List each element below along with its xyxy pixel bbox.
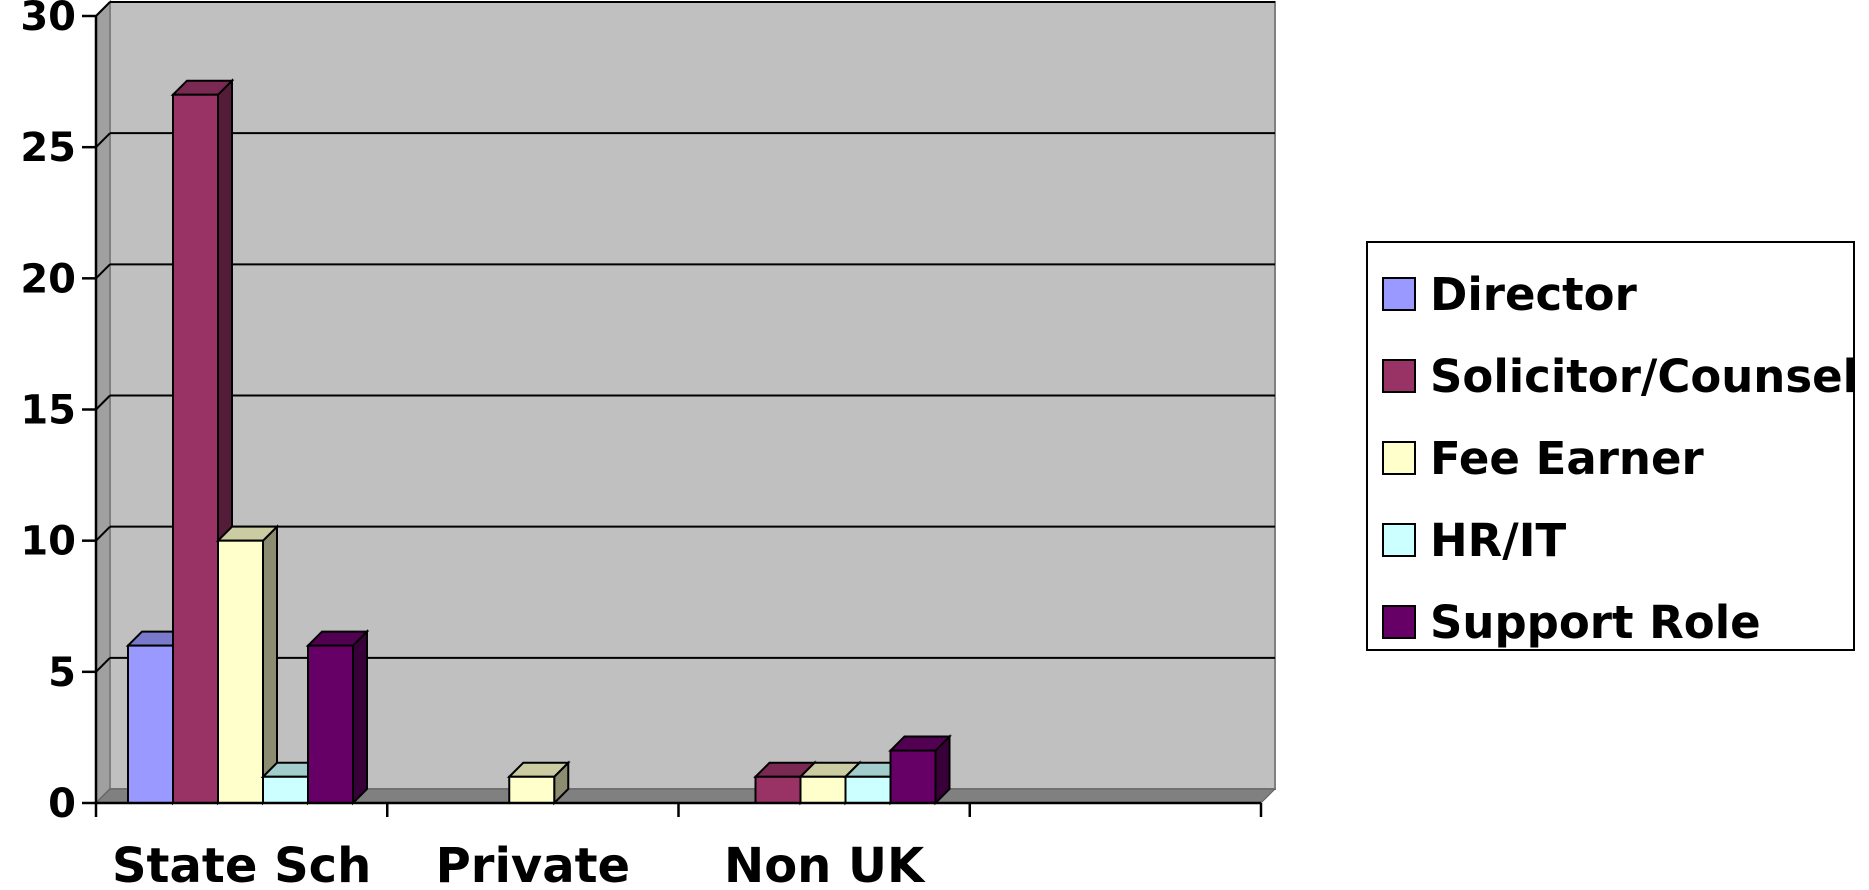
legend-item: HR/IT [1382, 513, 1566, 567]
legend-swatch [1382, 605, 1416, 639]
x-axis-categories: State Sch Private Non UK [94, 803, 1263, 890]
bar-side [262, 524, 278, 806]
legend-label: Director [1430, 267, 1637, 321]
bar-side [352, 629, 368, 806]
legend: Director Solicitor/Counsel Fee Earner HR/IT… [1366, 241, 1858, 651]
gridline-side [95, 525, 111, 542]
bar-front [754, 775, 802, 804]
x-category-label: State Sch [112, 838, 371, 890]
bar-front [127, 644, 174, 804]
y-tick-label: 0 [48, 781, 76, 827]
y-tick-label: 5 [48, 650, 76, 696]
bar-front [889, 749, 937, 804]
legend-label: Support Role [1430, 595, 1761, 649]
legend-label: Solicitor/Counsel [1430, 349, 1859, 403]
gridline-side [95, 1, 111, 17]
gridline-side [95, 657, 111, 673]
legend-swatch [1382, 277, 1416, 311]
bar [888, 734, 952, 806]
legend-swatch [1382, 523, 1416, 557]
gridline-side [95, 394, 111, 411]
bar [506, 760, 571, 806]
legend-item: Director [1382, 267, 1637, 321]
bar-front [307, 644, 354, 804]
bar-front [172, 93, 219, 804]
y-tick-label: 10 [20, 519, 76, 565]
legend-item: Support Role [1382, 595, 1761, 649]
legend-swatch [1382, 359, 1416, 393]
bar-front [799, 775, 847, 804]
gridline-side [95, 263, 111, 280]
legend-item: Solicitor/Counsel [1382, 349, 1858, 403]
legend-label: HR/IT [1430, 513, 1567, 567]
x-category-label: Non UK [724, 838, 926, 890]
gridlines [95, 1, 1275, 673]
bar-front [262, 775, 309, 804]
legend-swatch [1382, 441, 1416, 475]
y-tick-label: 15 [20, 388, 76, 434]
x-category-label: Private [436, 838, 630, 890]
bar [305, 629, 370, 806]
bar-front [844, 775, 892, 804]
legend-label: Fee Earner [1430, 431, 1704, 485]
y-tick-label: 25 [20, 125, 76, 171]
legend-item: Fee Earner [1382, 431, 1704, 485]
y-tick-label: 30 [20, 0, 76, 40]
bar-front [508, 775, 556, 804]
bars [125, 78, 952, 806]
y-axis-ticks: 0 5 10 15 20 25 30 [20, 0, 96, 827]
gridline-side [95, 132, 111, 148]
bar-front [217, 539, 264, 805]
y-tick-label: 20 [20, 256, 76, 302]
bar [215, 524, 280, 806]
